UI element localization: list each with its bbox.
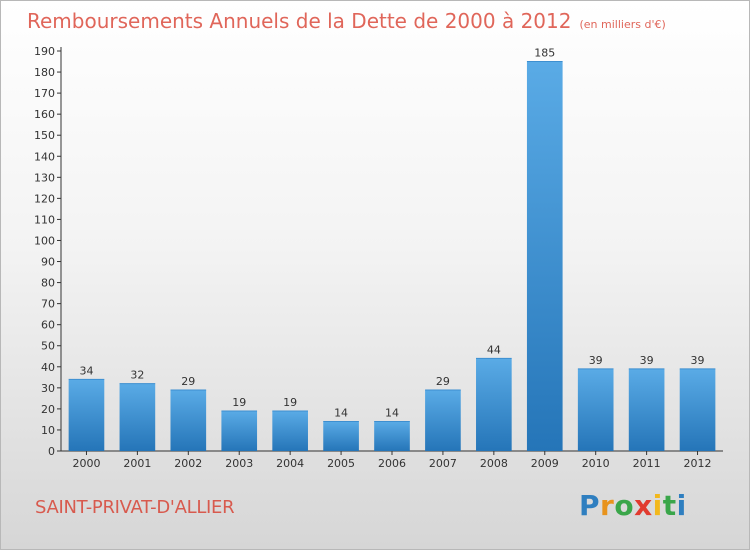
x-tick-label: 2009 — [531, 457, 559, 470]
y-tick-label: 190 — [34, 45, 55, 58]
chart-subtitle: (en milliers d'€) — [579, 18, 666, 31]
y-tick-label: 150 — [34, 129, 55, 142]
data-label: 29 — [436, 375, 450, 388]
y-tick-label: 60 — [41, 319, 55, 332]
bar — [119, 383, 156, 451]
y-tick-label: 180 — [34, 66, 55, 79]
x-tick-label: 2002 — [174, 457, 202, 470]
x-tick-label: 2010 — [582, 457, 610, 470]
y-axis: 0 10 20 30 40 50 60 70 80 90 100 110 120 130 140 150 160… — [34, 45, 723, 458]
logo-letter: o — [614, 489, 635, 522]
bar — [425, 389, 461, 451]
proxiti-logo: Proxiti — [579, 489, 687, 522]
data-label: 39 — [589, 354, 603, 367]
data-label: 44 — [487, 343, 501, 356]
x-tick-label: 2001 — [123, 457, 151, 470]
y-tick-label: 140 — [34, 150, 55, 163]
y-tick-label: 130 — [34, 171, 55, 184]
logo-letter: P — [579, 489, 601, 522]
x-tick-label: 2006 — [378, 457, 406, 470]
bar — [577, 368, 614, 451]
x-tick-label: 2005 — [327, 457, 355, 470]
bar — [323, 421, 359, 451]
bar — [374, 421, 410, 451]
logo-letter: i — [676, 489, 687, 522]
y-tick-label: 90 — [41, 256, 55, 269]
data-label: 39 — [691, 354, 705, 367]
bar — [68, 379, 105, 451]
data-label: 19 — [283, 396, 297, 409]
chart-title: Remboursements Annuels de la Dette de 20… — [27, 9, 666, 33]
y-tick-label: 170 — [34, 87, 55, 100]
bar — [221, 411, 258, 451]
x-tick-label: 2012 — [684, 457, 712, 470]
x-tick-label: 2007 — [429, 457, 457, 470]
y-tick-label: 110 — [34, 213, 55, 226]
y-tick-label: 100 — [34, 234, 55, 247]
bar — [476, 358, 512, 451]
y-tick-label: 50 — [41, 340, 55, 353]
logo-letter: r — [600, 489, 615, 522]
data-label: 29 — [181, 375, 195, 388]
x-tick-label: 2008 — [480, 457, 508, 470]
bar — [679, 368, 716, 451]
y-tick-label: 80 — [41, 277, 55, 290]
logo-letter: t — [662, 489, 677, 522]
y-tick-label: 120 — [34, 192, 55, 205]
bar — [272, 411, 308, 451]
data-label: 14 — [334, 407, 348, 420]
x-axis: 2000 2001 2002 2003 2004 2005 2006 2007 2008 2009… — [72, 451, 712, 470]
data-label: 34 — [79, 364, 93, 377]
x-tick-label: 2004 — [276, 457, 304, 470]
bars — [68, 61, 716, 452]
y-tick-label: 40 — [41, 361, 55, 374]
x-tick-label: 2003 — [225, 457, 253, 470]
data-label: 185 — [534, 47, 555, 60]
data-labels: 34 32 29 19 19 14 14 29 44 185 39 39 39 — [79, 47, 704, 420]
y-tick-label: 20 — [41, 403, 55, 416]
y-tick-label: 30 — [41, 382, 55, 395]
data-label: 32 — [130, 369, 144, 382]
data-label: 39 — [640, 354, 654, 367]
y-tick-label: 160 — [34, 108, 55, 121]
title-text: Remboursements Annuels de la Dette de 20… — [27, 9, 572, 33]
y-tick-label: 0 — [48, 445, 55, 458]
logo-letter: x — [634, 489, 653, 522]
x-tick-label: 2000 — [72, 457, 100, 470]
y-tick-label: 10 — [41, 424, 55, 437]
commune-name: SAINT-PRIVAT-D'ALLIER — [35, 497, 235, 518]
data-label: 19 — [232, 396, 246, 409]
x-tick-label: 2011 — [633, 457, 661, 470]
data-label: 14 — [385, 407, 399, 420]
y-tick-label: 70 — [41, 298, 55, 311]
bar — [628, 368, 665, 451]
bar — [170, 389, 207, 451]
logo-letter: i — [652, 489, 663, 522]
bar — [526, 61, 563, 452]
